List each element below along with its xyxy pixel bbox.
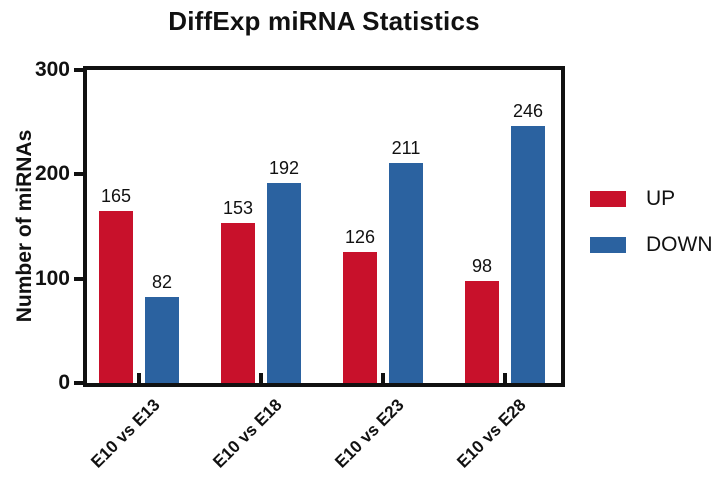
bar-value-label: 82: [151, 272, 173, 292]
y-axis-tick: [74, 277, 83, 281]
bar-value-label: 126: [344, 227, 376, 247]
x-axis-tick: [137, 373, 141, 383]
bar-down-3: [389, 163, 423, 383]
x-axis-tick: [381, 373, 385, 383]
y-axis-tick-label: 0: [58, 371, 70, 394]
x-axis-category-label: E10 vs E13: [87, 395, 164, 472]
y-axis-tick-label: 300: [34, 58, 70, 81]
y-axis-tick: [74, 172, 83, 176]
legend-item-down: DOWN: [590, 233, 713, 256]
bar-value-label: 98: [471, 256, 493, 276]
bar-up-3: [343, 252, 377, 383]
x-axis-category-label: E10 vs E23: [331, 395, 408, 472]
bar-up-4: [465, 281, 499, 383]
plot-area: 165 82 153 192 126 211 98 246: [83, 66, 565, 387]
legend-swatch-up: [590, 191, 626, 207]
x-axis-category-label: E10 vs E28: [453, 395, 530, 472]
x-axis-tick: [259, 373, 263, 383]
y-axis-title: Number of miRNAs: [13, 129, 36, 323]
legend-item-up: UP: [590, 187, 713, 210]
bar-value-label: 153: [222, 198, 254, 218]
bar-value-label: 192: [268, 158, 300, 178]
x-axis-tick: [503, 373, 507, 383]
legend-swatch-down: [590, 237, 626, 253]
bar-down-4: [511, 126, 545, 383]
x-axis-category-label: E10 vs E18: [209, 395, 286, 472]
bar-value-label: 211: [391, 138, 421, 158]
bar-value-label: 246: [512, 101, 544, 121]
bar-down-1: [145, 297, 179, 383]
y-axis-tick-label: 200: [34, 162, 70, 185]
legend-label-down: DOWN: [646, 233, 713, 256]
bar-up-1: [99, 211, 133, 383]
plot-inner: 165 82 153 192 126 211 98 246: [87, 70, 561, 383]
legend-label-up: UP: [646, 187, 676, 210]
bar-value-label: 165: [100, 186, 132, 206]
y-axis-tick: [74, 381, 83, 385]
chart-title: DiffExp miRNA Statistics: [168, 6, 480, 36]
bar-up-2: [221, 223, 255, 383]
legend: UP DOWN: [590, 187, 713, 280]
bar-down-2: [267, 183, 301, 383]
y-axis-tick-label: 100: [34, 267, 70, 290]
y-axis-tick: [74, 68, 83, 72]
